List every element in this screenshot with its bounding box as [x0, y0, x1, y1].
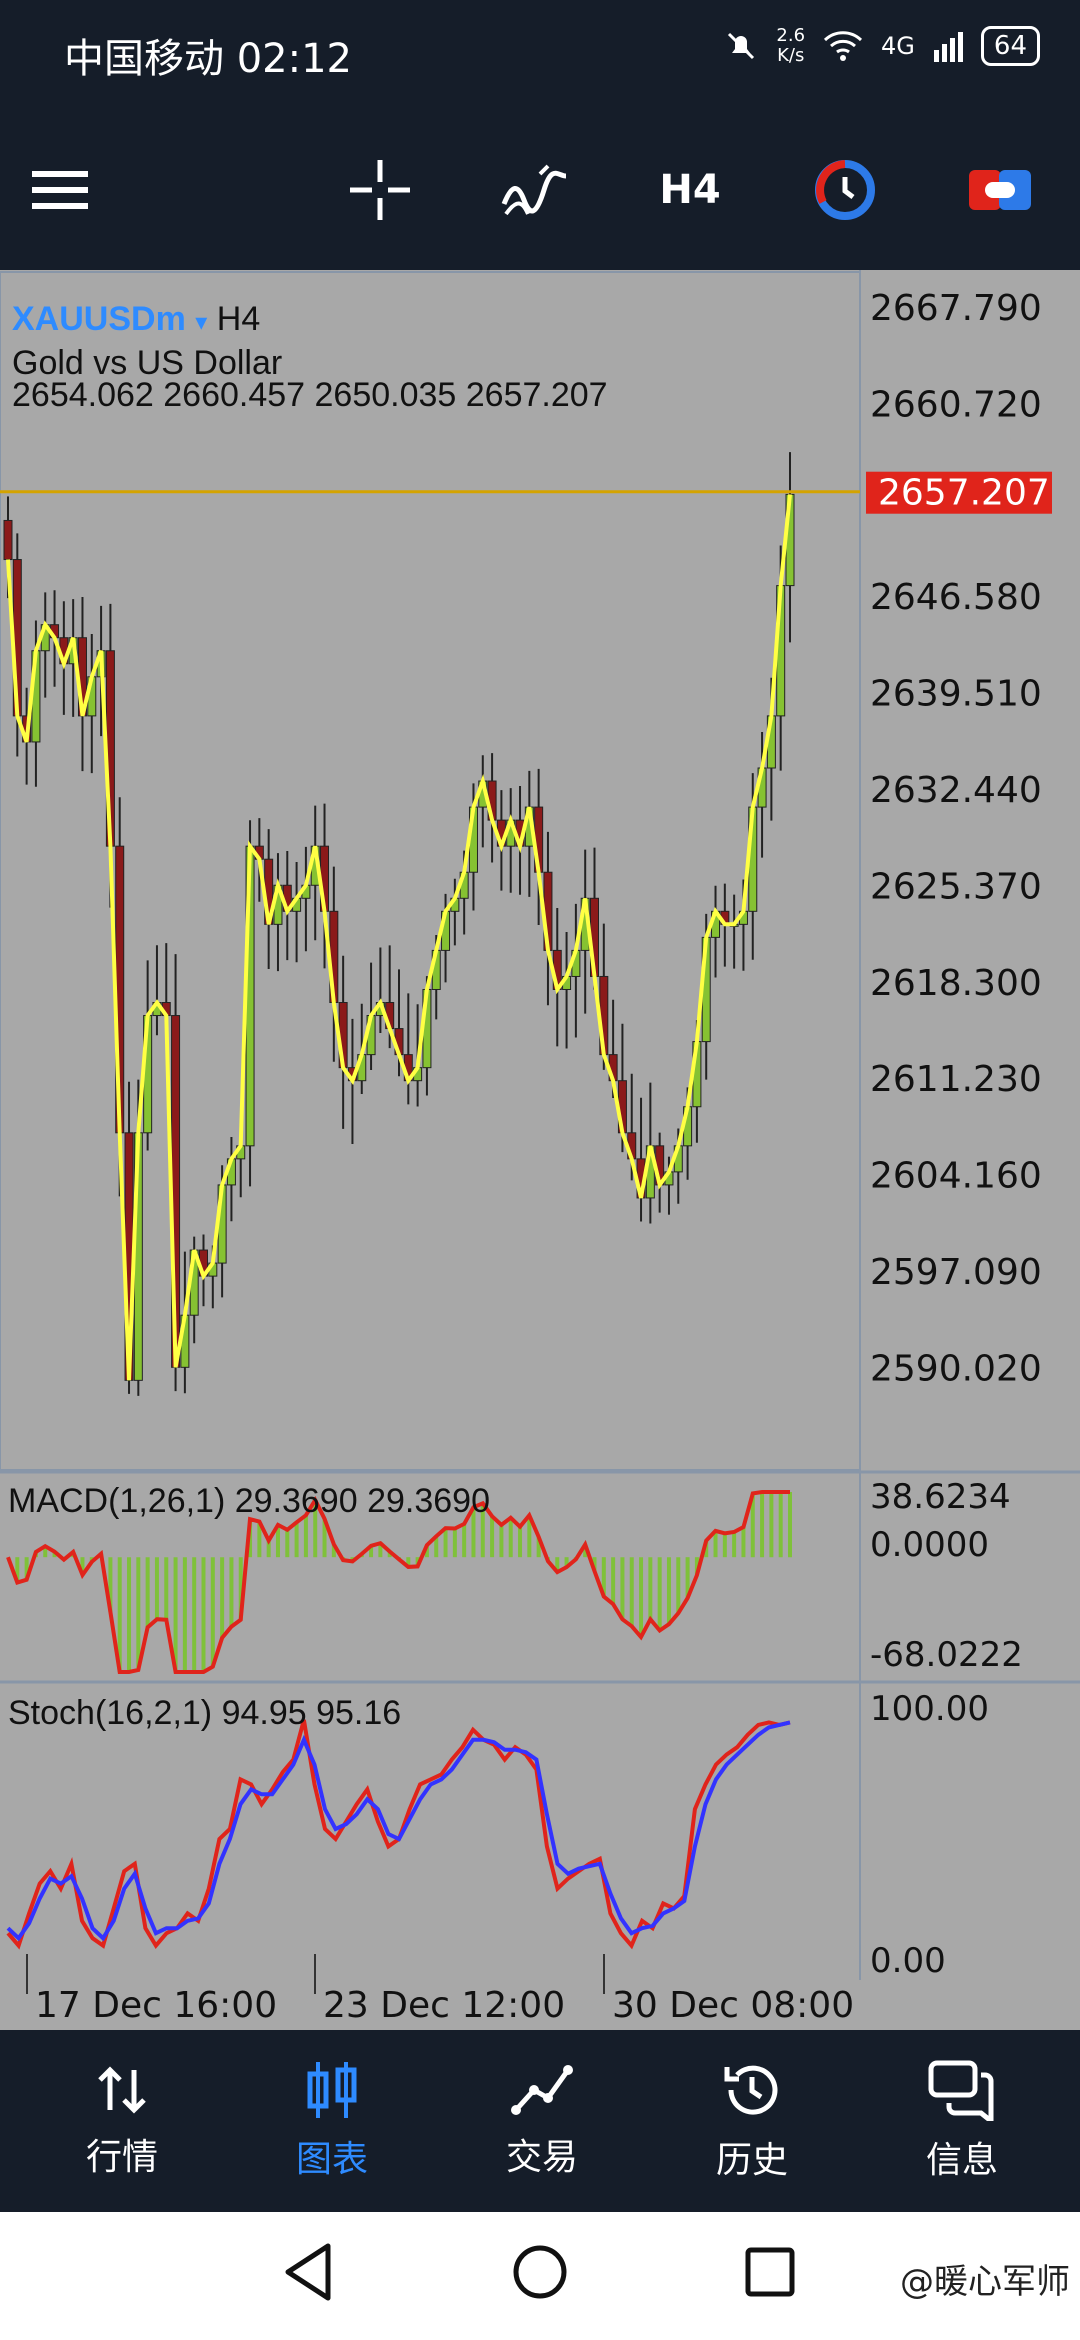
carrier-time: 中国移动 02:12	[64, 36, 352, 82]
stoch-axis-label: 100.00	[870, 1689, 989, 1729]
nav-label: 交易	[505, 2137, 578, 2178]
price-axis-label: 2646.580	[870, 577, 1042, 618]
status-icons: 2.6 K/s 4G 64	[724, 26, 1040, 66]
symbol-description: Gold vs US Dollar	[12, 344, 283, 382]
price-axis-label: 2639.510	[870, 674, 1042, 715]
mute-icon	[728, 32, 755, 60]
history-clock-icon	[724, 2065, 778, 2115]
price-axis-label: 2604.160	[870, 1156, 1042, 1197]
macd-axis-label: 0.0000	[870, 1525, 989, 1565]
chart-candles-icon	[307, 2062, 357, 2118]
price-axis-label: 2597.090	[870, 1252, 1042, 1293]
clock-icon[interactable]	[810, 150, 880, 230]
nav-history[interactable]: 历史	[644, 2030, 860, 2212]
system-nav-bar: @暖心军师	[0, 2212, 1080, 2340]
nav-label: 信息	[925, 2140, 998, 2181]
watermark: @暖心军师	[900, 2262, 1070, 2302]
chart-symbol[interactable]: XAUUSDm ▾ H4	[12, 300, 260, 339]
stoch-main-line	[6, 1719, 791, 1950]
price-axis-label: 2625.370	[870, 866, 1042, 907]
net-speed: 2.6 K/s	[776, 25, 806, 66]
nav-quotes[interactable]: 行情	[14, 2030, 230, 2212]
toggle-icon[interactable]	[965, 150, 1035, 230]
chart-svg[interactable]: 2667.7902660.7202653.6502646.5802639.510…	[0, 270, 1080, 2030]
trade-graph-icon	[511, 2065, 573, 2115]
chart-toolbar: H4	[0, 110, 1080, 270]
moving-average-line	[6, 494, 792, 1381]
stoch-signal-line	[6, 1720, 791, 1942]
macd-label: MACD(1,26,1) 29.3690 29.3690	[8, 1482, 490, 1520]
nav-label: 图表	[295, 2139, 368, 2180]
current-price-badge	[866, 471, 1052, 514]
time-axis-label: 17 Dec 16:00	[35, 1985, 277, 2026]
ohlc-values: 2654.062 2660.457 2650.035 2657.207	[12, 376, 608, 414]
signal-icon	[933, 32, 963, 62]
chart-area[interactable]: 2667.7902660.7202653.6502646.5802639.510…	[0, 270, 1080, 2030]
time-axis-label: 23 Dec 12:00	[323, 1985, 565, 2026]
wifi-icon	[823, 31, 863, 61]
price-axis-label: 2660.720	[870, 384, 1042, 425]
quotes-arrows-icon	[98, 2066, 146, 2114]
indicators-icon[interactable]	[495, 150, 575, 230]
price-axis-label: 2667.790	[870, 288, 1042, 329]
macd-axis-label: -68.0222	[870, 1635, 1023, 1675]
nav-trade[interactable]: 交易	[434, 2030, 650, 2212]
symbol-dropdown-icon[interactable]: ▾	[195, 309, 208, 336]
price-axis-label: 2632.440	[870, 770, 1042, 811]
status-bar: 中国移动 02:12 2.6 K/s 4G 64	[0, 0, 1080, 110]
nav-label: 历史	[715, 2140, 788, 2181]
nav-chart[interactable]: 图表	[224, 2030, 440, 2212]
battery-indicator: 64	[980, 26, 1040, 66]
nav-messages[interactable]: 信息	[854, 2030, 1070, 2212]
candle	[3, 519, 13, 561]
home-icon[interactable]	[510, 2240, 570, 2304]
recents-icon[interactable]	[742, 2240, 798, 2304]
price-axis-label: 2611.230	[870, 1059, 1042, 1100]
price-axis-label: 2590.020	[870, 1348, 1042, 1389]
network-type: 4G	[881, 32, 915, 60]
hamburger-menu-icon[interactable]	[30, 150, 90, 230]
time-axis-label: 30 Dec 08:00	[612, 1985, 854, 2026]
stoch-axis-label: 0.00	[870, 1941, 946, 1981]
nav-label: 行情	[85, 2137, 158, 2178]
macd-signal-line	[6, 1490, 790, 1674]
messages-icon	[928, 2060, 994, 2121]
crosshair-icon[interactable]	[345, 150, 415, 230]
back-icon[interactable]	[280, 2240, 336, 2304]
bottom-nav: 行情 图表 交易 历史 信息	[0, 2030, 1080, 2212]
timeframe-button[interactable]: H4	[659, 167, 721, 213]
symbol-name[interactable]: XAUUSDm	[12, 300, 186, 338]
stoch-label: Stoch(16,2,1) 94.95 95.16	[8, 1694, 402, 1732]
symbol-timeframe: H4	[216, 300, 261, 338]
price-axis-label: 2618.300	[870, 963, 1042, 1004]
current-price-label: 2657.207	[878, 473, 1050, 514]
macd-axis-label: 38.6234	[870, 1477, 1011, 1517]
